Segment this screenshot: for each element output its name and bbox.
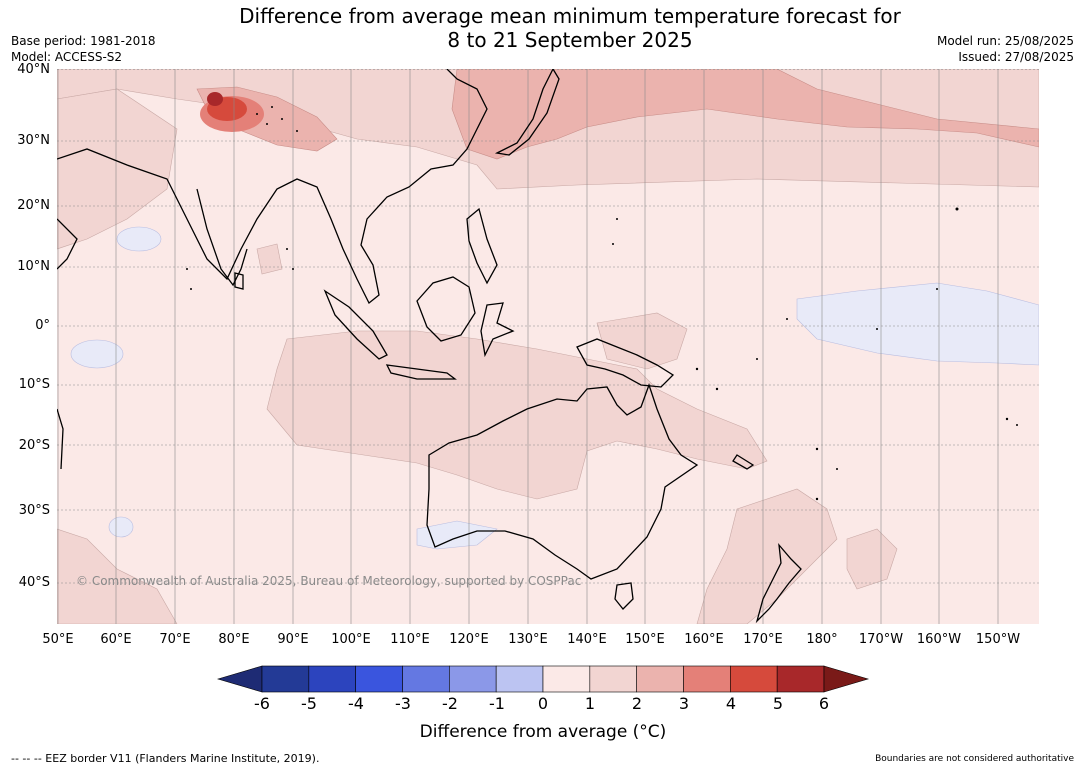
colorbar-tick: 3 <box>678 694 690 713</box>
colorbar-tick: -6 <box>254 694 270 713</box>
colorbar-cell <box>449 665 497 693</box>
colorbar-cell <box>636 665 684 693</box>
colorbar-cell <box>495 665 544 693</box>
colorbar-label: Difference from average (°C) <box>419 722 667 742</box>
japan-coast <box>494 69 560 156</box>
anomaly-hotspot <box>200 92 264 132</box>
colorbar-cells <box>261 665 825 693</box>
sri-lanka-coast <box>234 272 244 290</box>
colorbar-cell <box>730 665 778 693</box>
lon-label: 180° <box>806 632 838 647</box>
borneo-coast <box>416 276 476 342</box>
lat-label: 10°S <box>18 377 50 392</box>
africa-coast <box>57 408 64 470</box>
lon-label: 100°E <box>331 632 371 647</box>
tasmania-coast <box>614 582 634 610</box>
colorbar-cell <box>308 665 356 693</box>
colorbar-tick: -2 <box>442 694 458 713</box>
asia-coast <box>57 69 488 305</box>
lat-label: 30°S <box>18 503 50 518</box>
boundaries-disclaimer: Boundaries are not considered authoritat… <box>875 754 1074 764</box>
graticule <box>57 69 1039 624</box>
lon-label: 170°E <box>743 632 783 647</box>
colorbar-tick: -4 <box>348 694 364 713</box>
issued-date: Issued: 27/08/2025 <box>958 50 1074 64</box>
lat-label: 0° <box>35 318 50 333</box>
lon-label: 90°E <box>277 632 309 647</box>
lat-label: 20°S <box>18 438 50 453</box>
colorbar-cell <box>355 665 403 693</box>
lon-label: 170°W <box>858 632 904 647</box>
colorbar-tick: -1 <box>489 694 505 713</box>
lon-label: 160°W <box>916 632 962 647</box>
sulawesi-coast <box>480 302 515 358</box>
colorbar-cell <box>402 665 450 693</box>
new-zealand-coast <box>755 542 802 624</box>
colorbar-cell <box>542 665 591 693</box>
lon-label: 60°E <box>100 632 132 647</box>
lon-label: 150°W <box>975 632 1021 647</box>
lon-label: 50°E <box>42 632 74 647</box>
australia-coast <box>426 383 699 580</box>
lon-label: 120°E <box>449 632 489 647</box>
map-canvas <box>57 69 1039 624</box>
lon-label: 160°E <box>684 632 724 647</box>
arabia-coast <box>57 218 78 270</box>
lon-label: 130°E <box>508 632 548 647</box>
lat-label: 40°N <box>17 62 50 77</box>
lon-label: 80°E <box>218 632 250 647</box>
coastlines <box>57 69 802 624</box>
india-coast <box>196 188 248 287</box>
new-caledonia-coast <box>732 454 755 470</box>
colorbar <box>216 664 870 694</box>
title-line-1: Difference from average mean minimum tem… <box>239 4 901 28</box>
colorbar-tick: 6 <box>818 694 830 713</box>
anomaly-map <box>57 69 1039 624</box>
colorbar-cell <box>683 665 731 693</box>
title-line-2: 8 to 21 September 2025 <box>447 28 693 52</box>
colorbar-graphic <box>216 665 870 693</box>
colorbar-tick: 1 <box>584 694 596 713</box>
sumatra-coast <box>323 289 388 360</box>
colorbar-tick: 4 <box>725 694 737 713</box>
lat-label: 10°N <box>17 259 50 274</box>
model-run: Model run: 25/08/2025 <box>936 34 1074 48</box>
colorbar-cell <box>776 665 825 693</box>
meta-right: Model run: 25/08/2025 Issued: 27/08/2025 <box>937 33 1074 65</box>
java-coast <box>385 364 457 380</box>
colorbar-high-extension <box>823 665 870 693</box>
colorbar-tick: 5 <box>772 694 784 713</box>
base-period: Base period: 1981-2018 <box>11 34 156 48</box>
colorbar-tick: 0 <box>537 694 549 713</box>
colorbar-tick: -5 <box>301 694 317 713</box>
anomaly-negative-regions <box>70 226 1039 550</box>
colorbar-low-extension <box>216 665 263 693</box>
lat-label: 40°S <box>18 575 50 590</box>
new-guinea-coast <box>576 338 675 388</box>
lat-label: 30°N <box>17 133 50 148</box>
map-title: Difference from average mean minimum tem… <box>170 4 970 52</box>
lon-label: 110°E <box>390 632 430 647</box>
meta-left: Base period: 1981-2018 Model: ACCESS-S2 <box>11 33 156 65</box>
colorbar-cell <box>261 665 310 693</box>
copyright-notice: © Commonwealth of Australia 2025, Bureau… <box>76 574 582 588</box>
lon-label: 70°E <box>159 632 191 647</box>
philippines-coast <box>466 207 498 285</box>
model-name: Model: ACCESS-S2 <box>11 50 123 64</box>
colorbar-tick: 2 <box>631 694 643 713</box>
colorbar-tick: -3 <box>395 694 411 713</box>
lon-label: 150°E <box>625 632 665 647</box>
lon-label: 140°E <box>567 632 607 647</box>
lat-label: 20°N <box>17 198 50 213</box>
small-islands <box>186 106 1018 501</box>
colorbar-cell <box>589 665 637 693</box>
eez-border-note: -- -- -- EEZ border V11 (Flanders Marine… <box>11 752 320 765</box>
